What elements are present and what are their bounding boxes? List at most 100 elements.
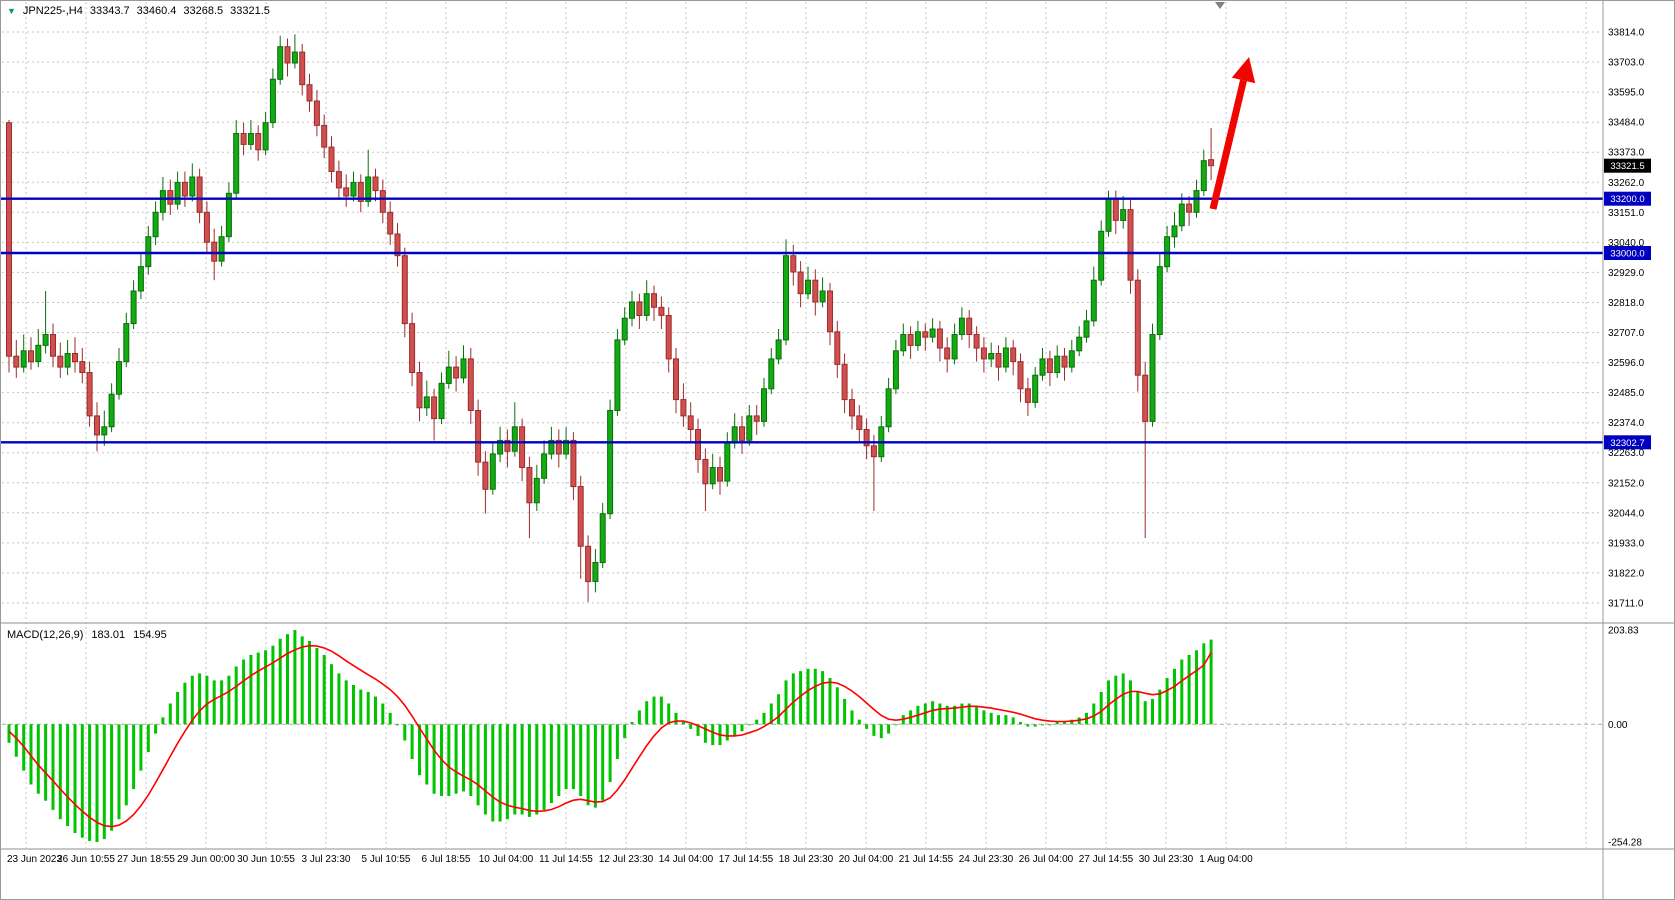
candle-body bbox=[203, 211, 210, 243]
macd-histogram-bar bbox=[608, 724, 612, 783]
price-axis-label: 32263.0 bbox=[1608, 448, 1645, 459]
macd-histogram-bar bbox=[66, 724, 70, 827]
macd-histogram-bar bbox=[73, 724, 77, 834]
macd-histogram-bar bbox=[1187, 654, 1191, 725]
macd-histogram-bar bbox=[1099, 691, 1103, 725]
macd-histogram-bar bbox=[315, 648, 319, 725]
macd-histogram-bar bbox=[322, 654, 326, 725]
macd-histogram-bar bbox=[36, 724, 40, 794]
macd-histogram-bar bbox=[923, 703, 927, 725]
macd-histogram-bar bbox=[1158, 689, 1162, 725]
bar-close-value: 33321.5 bbox=[230, 5, 270, 17]
macd-histogram-bar bbox=[1143, 701, 1147, 725]
macd-histogram-bar bbox=[249, 654, 253, 725]
macd-histogram-bar bbox=[110, 724, 114, 831]
candle-body bbox=[739, 426, 745, 441]
candle-body bbox=[1002, 347, 1009, 368]
candle-body bbox=[1017, 361, 1024, 390]
time-axis-label: 5 Jul 10:55 bbox=[362, 854, 411, 865]
candle-body bbox=[966, 317, 973, 336]
candle-body bbox=[1024, 388, 1031, 403]
macd-histogram-bar bbox=[931, 701, 935, 725]
candle-body bbox=[1076, 336, 1083, 352]
price-axis-label: 33262.0 bbox=[1608, 178, 1645, 189]
hline-price-badge[interactable] bbox=[1604, 435, 1651, 450]
candle-body bbox=[519, 426, 526, 468]
time-axis-label: 23 Jun 2023 bbox=[7, 854, 62, 865]
candle-body bbox=[731, 426, 738, 444]
time-axis-label: 21 Jul 14:55 bbox=[899, 854, 954, 865]
macd-histogram-bar bbox=[139, 724, 143, 771]
candle-body bbox=[585, 545, 592, 583]
time-axis-label: 26 Jun 10:55 bbox=[57, 854, 115, 865]
price-axis-label: 32374.0 bbox=[1608, 418, 1645, 429]
macd-indicator-header: MACD(12,26,9) 183.01 154.95 bbox=[7, 629, 167, 641]
macd-histogram-bar bbox=[146, 724, 150, 753]
macd-histogram-bar bbox=[234, 666, 238, 725]
candle-body bbox=[958, 317, 965, 336]
time-axis-label: 12 Jul 23:30 bbox=[599, 854, 654, 865]
macd-signal-line bbox=[8, 644, 1212, 828]
macd-histogram-bar bbox=[190, 675, 194, 725]
candle-body bbox=[1156, 266, 1163, 336]
candle-body bbox=[1068, 350, 1075, 368]
macd-histogram-bar bbox=[205, 675, 209, 725]
trend-arrow-head[interactable] bbox=[1231, 57, 1256, 84]
candle-body bbox=[753, 415, 760, 422]
macd-histogram-bar bbox=[1048, 724, 1052, 726]
macd-histogram-bar bbox=[359, 689, 363, 725]
candle-body bbox=[1178, 203, 1185, 227]
trend-arrow-shaft[interactable] bbox=[1209, 79, 1247, 210]
symbol-dropdown-icon[interactable]: ▼ bbox=[7, 5, 16, 16]
macd-histogram-bar bbox=[755, 719, 759, 725]
hline-price-badge[interactable] bbox=[1604, 246, 1651, 260]
candle-body bbox=[973, 334, 980, 349]
macd-histogram-bar bbox=[615, 724, 619, 759]
hline-price-badge[interactable] bbox=[1604, 191, 1651, 206]
macd-histogram-bar bbox=[960, 703, 964, 725]
price-axis-label: 32044.0 bbox=[1608, 508, 1645, 519]
macd-histogram-bar bbox=[733, 724, 737, 736]
candle-body bbox=[460, 358, 467, 379]
macd-histogram-bar bbox=[366, 691, 370, 725]
candle-body bbox=[1010, 347, 1017, 363]
candle-body bbox=[431, 396, 438, 420]
time-axis-label: 27 Jun 18:55 bbox=[117, 854, 175, 865]
macd-histogram-bar bbox=[1151, 698, 1154, 725]
candle-body bbox=[159, 190, 166, 213]
candle-body bbox=[797, 271, 804, 295]
candle-body bbox=[482, 461, 489, 490]
macd-histogram-bar bbox=[469, 724, 473, 796]
macd-histogram-bar bbox=[293, 630, 297, 725]
price-axis-label: 32485.0 bbox=[1608, 388, 1645, 399]
macd-histogram-bar bbox=[945, 705, 949, 725]
macd-histogram-bar bbox=[799, 671, 803, 725]
candle-body bbox=[50, 334, 56, 357]
candle-body bbox=[101, 426, 108, 436]
symbol-ohlc-header: ▼ JPN225-,H4 33343.7 33460.4 33268.5 333… bbox=[7, 5, 270, 17]
candle-body bbox=[1142, 374, 1149, 422]
price-axis-label: 33151.0 bbox=[1608, 208, 1645, 219]
candle-body bbox=[1090, 279, 1097, 322]
annotations bbox=[1209, 2, 1256, 210]
hline-price-badge-label: 33000.0 bbox=[1610, 249, 1644, 260]
candle-body bbox=[1032, 374, 1039, 403]
candle-body bbox=[834, 331, 841, 365]
candle-body bbox=[775, 339, 782, 360]
macd-histogram-bar bbox=[1055, 722, 1059, 725]
macd-histogram-bar bbox=[7, 724, 11, 743]
macd-histogram-bar bbox=[344, 680, 348, 725]
macd-histogram-bar bbox=[645, 701, 649, 725]
candle-body bbox=[453, 366, 460, 379]
macd-signal-value: 154.95 bbox=[133, 629, 167, 641]
macd-histogram-bar bbox=[154, 724, 158, 734]
last-price-badge bbox=[1604, 158, 1651, 173]
candle-body bbox=[94, 415, 100, 436]
time-axis-label: 18 Jul 23:30 bbox=[779, 854, 834, 865]
macd-histogram-bar bbox=[821, 671, 825, 725]
macd-histogram-bar bbox=[938, 703, 942, 725]
candle-body bbox=[841, 363, 848, 401]
